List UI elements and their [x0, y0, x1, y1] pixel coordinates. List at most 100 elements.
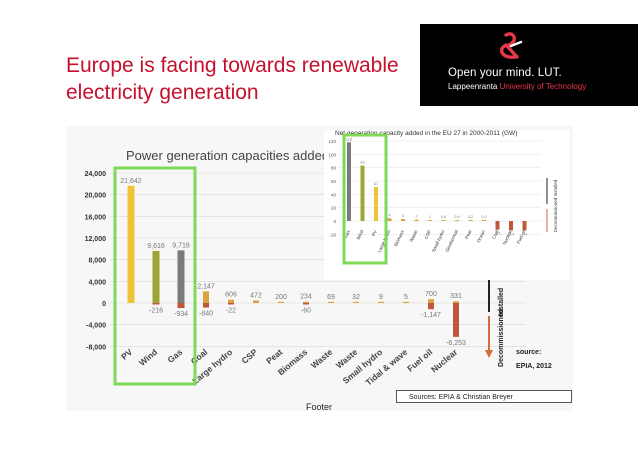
inset-bar-2: [374, 187, 378, 221]
bar-installed-6: [278, 301, 284, 303]
inset-y-tick-label: 0: [333, 219, 336, 224]
slide-title-line-1: Europe is facing towards renewable: [66, 54, 399, 77]
neg-value-label-1: -216: [149, 308, 163, 315]
inset-y-tick-label: 120: [328, 139, 336, 144]
decommissioned-side-label: Decommissioned: [498, 309, 505, 367]
inset-category-label-6: CSP: [423, 229, 431, 240]
inset-category-label-0: Gas: [343, 229, 351, 239]
bar-decommissioned-4: [228, 303, 234, 305]
inset-bar-9: [468, 220, 473, 221]
inset-category-label-11: Coal: [491, 229, 499, 240]
lut-logo: Open your mind. LUT. Lappeenranta Univer…: [420, 24, 638, 106]
bar-decommissioned-12: [428, 303, 434, 310]
inset-value-label-6: 1: [429, 214, 432, 219]
inset-value-label-1: 83: [360, 160, 365, 165]
source-value: EPIA, 2012: [516, 363, 552, 370]
neg-value-label-2: -934: [174, 311, 188, 318]
y-tick-label: -8,000: [86, 344, 106, 351]
value-label-5: 472: [250, 292, 262, 299]
inset-category-label-1: Wind: [356, 229, 365, 241]
neg-value-label-3: -840: [199, 311, 213, 318]
inset-bar-1: [360, 165, 365, 221]
y-tick-label: -4,000: [86, 323, 106, 330]
value-label-9: 32: [352, 294, 360, 301]
inset-category-label-10: Ocean: [476, 229, 486, 244]
source-label: source:: [516, 349, 541, 356]
inset-category-label-2: PV: [371, 229, 378, 237]
highlight-box-inset: [342, 133, 388, 265]
y-tick-label: 12,000: [85, 236, 107, 243]
inset-value-label-13: -14: [522, 231, 529, 236]
inset-value-label-3: 4: [388, 212, 391, 217]
y-tick-label: 4,000: [88, 279, 106, 286]
bar-installed-10: [378, 301, 384, 303]
bar-decommissioned-13: [453, 303, 459, 337]
value-label-0: 21,642: [120, 178, 142, 185]
neg-value-label-13: -6,253: [446, 340, 466, 347]
inset-value-label-11: -13: [495, 231, 502, 236]
logo-university-name: University of Technology: [499, 82, 587, 91]
inset-bar-0: [347, 142, 351, 221]
value-label-4: 606: [225, 292, 237, 299]
inset-bar-10: [482, 220, 486, 221]
decommissioned-arrowhead: [485, 350, 493, 358]
y-tick-label: 8,000: [88, 258, 106, 265]
logo-university: Lappeenranta University of Technology: [448, 82, 586, 91]
value-label-13: 331: [450, 293, 462, 300]
value-label-12: 700: [425, 291, 437, 298]
footer: Footer: [305, 402, 332, 412]
bar-decommissioned-2: [177, 303, 185, 309]
inset-background: [324, 130, 570, 280]
inset-chart-title: Net generation capacity added in the EU …: [335, 130, 517, 137]
bar-installed-1: [152, 250, 160, 303]
inset-value-label-5: 2: [415, 214, 418, 219]
value-label-2: 9,718: [172, 242, 190, 249]
value-label-3: 2,147: [197, 283, 215, 290]
inset-bar-8: [455, 220, 459, 221]
inset-bar-7: [441, 220, 446, 221]
inset-value-label-8: 0.6: [454, 214, 460, 219]
inset-bar-5: [414, 219, 419, 221]
neg-value-label-12: -1,147: [421, 312, 441, 319]
slide-title-line-2: electricity generation: [66, 81, 259, 104]
bar-decommissioned-1: [152, 303, 160, 305]
inset-value-label-10: 0.0: [481, 214, 487, 219]
inset-category-label-5: Waste: [409, 229, 419, 243]
value-label-7: 234: [300, 294, 312, 301]
inset-value-label-2: 51: [374, 181, 379, 186]
inset-side-label: Decommissioned Installed: [553, 179, 558, 232]
ampersand-logo-icon: [499, 32, 523, 59]
bar-installed-13: [453, 301, 459, 303]
inset-category-label-12: Nuclear: [502, 229, 513, 246]
bar-installed-0: [127, 185, 135, 303]
inset-bar-4: [401, 219, 405, 221]
highlight-box-main: [113, 166, 197, 386]
y-tick-label: 16,000: [85, 214, 107, 221]
value-label-8: 69: [327, 294, 335, 301]
installed-side-label: Installed: [498, 288, 505, 316]
bar-decommissioned-7: [303, 303, 309, 305]
bar-installed-5: [253, 300, 259, 303]
inset-y-tick-label: 20: [331, 206, 337, 211]
value-label-6: 200: [275, 294, 287, 301]
inset-bar-12: [509, 221, 513, 231]
value-label-1: 9,616: [147, 243, 165, 250]
main-chart-title: Power generation capacities added: [126, 148, 329, 163]
y-tick-label: 0: [102, 301, 106, 308]
neg-value-label-4: -22: [226, 308, 236, 315]
bar-installed-12: [428, 299, 434, 303]
y-tick-label: 20,000: [85, 193, 107, 200]
bar-installed-3: [203, 291, 209, 303]
inset-bar-6: [428, 220, 432, 221]
bar-installed-2: [177, 250, 185, 303]
bar-installed-8: [328, 301, 334, 303]
inset-y-tick-label: 80: [331, 166, 337, 171]
bar-decommissioned-3: [203, 303, 209, 308]
inset-bar-13: [522, 221, 527, 231]
inset-y-tick-label: 60: [331, 179, 337, 184]
bar-installed-11: [403, 301, 409, 303]
inset-category-label-9: Peat: [464, 229, 473, 240]
bar-installed-9: [353, 301, 359, 303]
neg-value-label-7: -60: [301, 308, 311, 315]
inset-y-tick-label: 40: [331, 192, 337, 197]
